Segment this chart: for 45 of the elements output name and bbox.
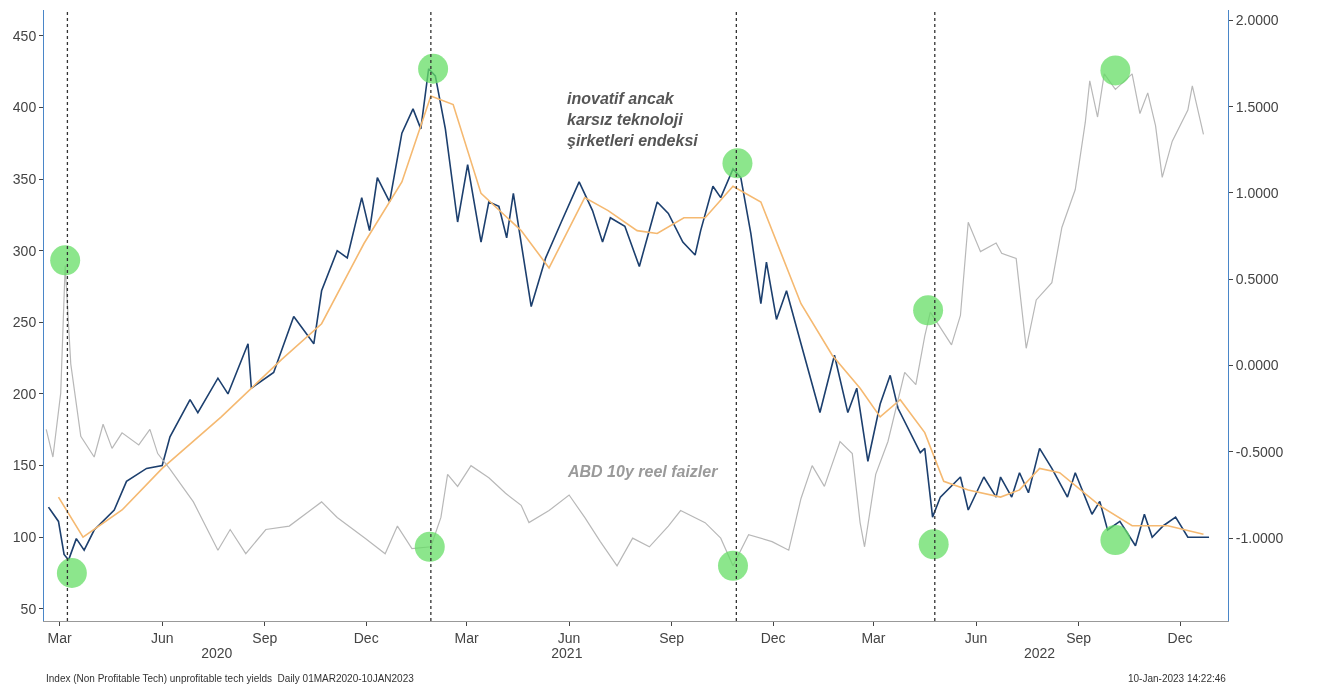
annotation: inovatif ancak karsız teknoloji şirketleri endeksi — [567, 90, 699, 149]
y2-tick-label: 0.0000 — [1235, 357, 1279, 374]
point — [1100, 525, 1131, 556]
y2-tick-label: -0.5000 — [1235, 443, 1284, 460]
y-tick-label: 300 — [12, 242, 37, 259]
x2-tick-label: 2021 — [551, 645, 583, 661]
y-tick-label: 400 — [12, 99, 37, 116]
point — [56, 558, 87, 588]
x-tick-label: Dec — [353, 629, 379, 646]
x-tick-label: Mar — [454, 629, 479, 646]
x-tick-label: Mar — [47, 629, 72, 646]
point — [913, 295, 944, 326]
point — [718, 550, 748, 581]
y-tick-label: 150 — [12, 457, 37, 474]
y-tick-label: 450 — [12, 27, 37, 44]
x2-tick-label: 2020 — [201, 645, 233, 661]
text: Index (Non Profitable Tech) unprofitable tech yields Daily 01MAR2020-10JAN2023 — [46, 673, 415, 684]
y-tick-label: 50 — [20, 600, 37, 617]
y2-tick-label: 0.5000 — [1235, 271, 1279, 288]
y2-tick-label: -1.0000 — [1235, 530, 1284, 547]
y2-tick-label: 2.0000 — [1235, 12, 1279, 29]
point — [50, 245, 81, 276]
x2-tick-label: 2022 — [1024, 645, 1056, 661]
x-tick-label: Mar — [861, 629, 886, 646]
point — [418, 53, 449, 84]
x-tick-label: Dec — [1167, 629, 1193, 646]
annotation: ABD 10y reel faizler — [567, 463, 719, 480]
x-tick-label: Jun — [557, 629, 581, 646]
text: 10-Jan-2023 14:22:46 — [1128, 673, 1227, 684]
y2-tick-label: 1.5000 — [1235, 98, 1279, 115]
x-tick-label: Jun — [150, 629, 174, 646]
point — [722, 148, 753, 179]
point — [918, 529, 949, 560]
x-tick-label: Dec — [760, 629, 786, 646]
y-tick-label: 200 — [12, 385, 37, 402]
y2-tick-label: 1.0000 — [1235, 184, 1279, 201]
y-tick-label: 100 — [12, 529, 37, 546]
y-tick-label: 350 — [12, 170, 37, 187]
x-tick-label: Sep — [252, 629, 278, 646]
x-tick-label: Jun — [964, 629, 988, 646]
y-tick-label: 250 — [12, 314, 37, 331]
point — [1100, 55, 1131, 86]
x-tick-label: Sep — [659, 629, 685, 646]
x-tick-label: Sep — [1066, 629, 1092, 646]
point — [414, 531, 445, 562]
